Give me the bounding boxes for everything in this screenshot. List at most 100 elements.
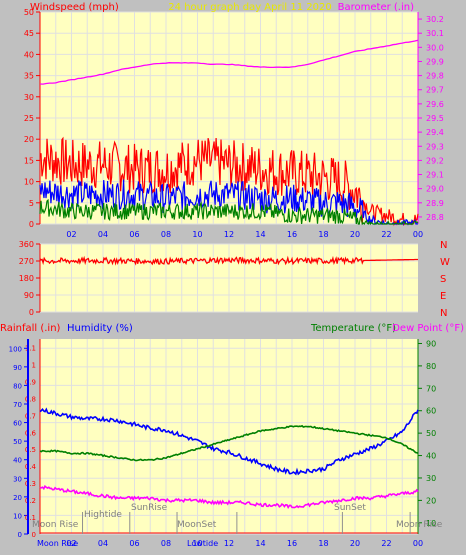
wind-barometer-grid [40, 11, 418, 225]
temperature-tick-label: 40 [426, 452, 436, 461]
temperature-label: Temperature (°F) [310, 323, 396, 334]
x-tick-label: 04 [98, 539, 108, 548]
y-left-tick-label: 0 [29, 220, 34, 229]
y-right-tick-label: 29.2 [426, 156, 444, 165]
temperature-tick-label: 60 [426, 407, 436, 416]
rain-tick-label: 1.1 [25, 344, 36, 352]
x-tick-label: 10 [192, 230, 202, 239]
humidity-tick-label: 10 [13, 512, 22, 520]
humidity-tick-label: 30 [13, 475, 22, 483]
y-left-tick-label: 35 [24, 72, 34, 81]
y-right-tick-label: 30.2 [426, 15, 444, 24]
rain-tick-label: 0 [32, 531, 36, 539]
temperature-tick-label: 30 [426, 474, 436, 483]
x-tick-label: 02 [66, 230, 76, 239]
y-right-tick-label: 29.1 [426, 171, 444, 180]
x-tick-label: 20 [350, 539, 360, 548]
wind-barometer-axes: 0 5 10 15 20 25 30 35 40 45 50 28.8 28.9 29.0 29.1 29.2… [24, 8, 444, 239]
wind-barometer-series [39, 39, 419, 227]
rain-tick-label: 0.3 [25, 480, 36, 488]
x-tick-label: 20 [350, 230, 360, 239]
event-moonset: MoonSet [177, 520, 217, 530]
bottom-moonrise-label: Moon Rise [37, 539, 78, 548]
direction-letter-n-bottom: N [440, 308, 447, 319]
rain-tick-label: 0.6 [25, 429, 37, 437]
y-left-tick-label: 20 [24, 135, 34, 144]
x-tick-label: 22 [381, 230, 391, 239]
humidity-temperature-series [39, 407, 419, 534]
wind-direction-series [39, 255, 418, 266]
temperature-tick-label: 70 [426, 384, 436, 393]
x-tick-label: 22 [381, 539, 391, 548]
y-left-tick-label: 30 [24, 93, 34, 102]
wind-direction-axes: 0 90 180 270 360 [19, 240, 41, 317]
humidity-tick-label: 100 [9, 345, 22, 353]
x-tick-label: 06 [129, 230, 139, 239]
y-right-tick-label: 29.4 [426, 128, 444, 137]
x-tick-label: 04 [98, 230, 108, 239]
temperature-tick-label: 90 [426, 339, 436, 348]
x-tick-label: 12 [224, 539, 234, 548]
x-tick-label: 08 [161, 230, 171, 239]
direction-letter-e: E [440, 291, 446, 302]
direction-tick-label: 0 [29, 308, 34, 317]
x-tick-label: 16 [287, 539, 297, 548]
dewpoint-series [39, 484, 419, 510]
humidity-tick-label: 50 [13, 438, 22, 446]
wind-direction-series [39, 255, 418, 266]
event-sunrise: SunRise [131, 503, 168, 513]
windspeed-label: Windspeed (mph) [30, 2, 119, 13]
rain-tick-label: 0.9 [25, 378, 36, 386]
direction-tick-label: 270 [19, 257, 34, 266]
rain-tick-label: 0.8 [25, 395, 36, 403]
y-right-tick-label: 30.1 [426, 29, 444, 38]
x-tick-label: 18 [318, 539, 328, 548]
direction-tick-label: 90 [24, 291, 34, 300]
event-moonrise-right: Moon Rise [396, 520, 443, 530]
rain-tick-label: 0.2 [25, 497, 36, 505]
x-tick-label: 16 [287, 230, 297, 239]
temperature-tick-label: 10 [426, 519, 436, 528]
humidity-label: Humidity (%) [67, 323, 133, 334]
x-tick-label: 08 [161, 539, 171, 548]
y-right-tick-label: 28.9 [426, 199, 444, 208]
y-right-tick-label: 29.9 [426, 57, 444, 66]
y-right-tick-label: 30.0 [426, 43, 444, 52]
y-right-tick-label: 28.8 [426, 213, 444, 222]
temperature-tick-label: 50 [426, 429, 436, 438]
event-hightide: Hightide [84, 510, 122, 520]
y-left-tick-label: 45 [24, 29, 34, 38]
x-tick-label: 06 [129, 539, 139, 548]
direction-tick-label: 360 [19, 240, 34, 249]
temperature-series [39, 424, 419, 462]
humidity-tick-label: 0 [18, 531, 22, 539]
y-left-tick-label: 5 [29, 199, 34, 208]
y-right-tick-label: 29.7 [426, 86, 444, 95]
humidity-tick-label: 60 [13, 420, 22, 428]
y-right-tick-label: 29.0 [426, 185, 444, 194]
x-tick-label: 00 [413, 230, 423, 239]
dewpoint-label: Dew Point (°F) [392, 323, 464, 334]
y-left-tick-label: 40 [24, 50, 34, 59]
x-tick-label: 10 [192, 539, 202, 548]
chart-title: 24 hour graph day April 11 2020 [168, 2, 331, 13]
temperature-tick-label: 80 [426, 362, 436, 371]
humidity-temperature-axes: 010203040506070809010000.10.20.30.40.50.… [9, 339, 436, 548]
y-left-tick-label: 25 [24, 114, 34, 123]
direction-letter-n-top: N [440, 240, 447, 251]
x-tick-label: 14 [255, 539, 265, 548]
rainfall-label: Rainfall (.in) [0, 323, 61, 334]
bottom-lowtide-label: Lowtide [187, 539, 218, 548]
y-left-tick-label: 10 [24, 178, 34, 187]
rain-tick-label: 0.1 [25, 514, 36, 522]
direction-letter-w: W [440, 257, 450, 268]
humidity-tick-label: 80 [13, 382, 22, 390]
humidity-tick-label: 90 [13, 364, 22, 372]
barometer-series [39, 39, 419, 85]
x-tick-label: 00 [413, 539, 423, 548]
x-tick-label: 12 [224, 230, 234, 239]
rain-tick-label: 1 [32, 361, 36, 369]
y-right-tick-label: 29.3 [426, 142, 444, 151]
